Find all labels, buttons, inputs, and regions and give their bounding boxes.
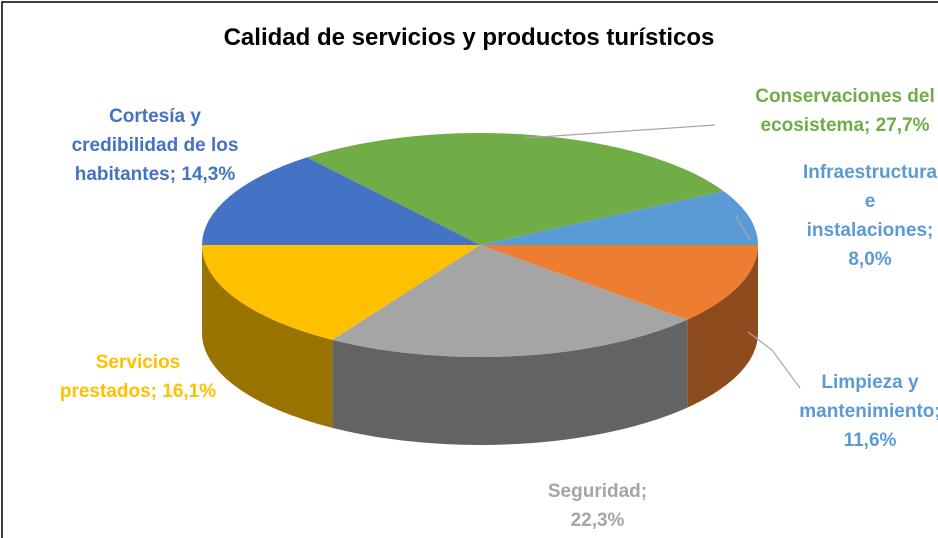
label-separator: ; — [169, 164, 177, 185]
pie-slice — [480, 245, 758, 320]
data-label: Servicios prestados; 16,1% — [50, 348, 226, 406]
data-label: Conservaciones del ecosistema; 27,7% — [750, 82, 938, 140]
label-separator: ; — [934, 401, 938, 422]
label-separator: ; — [927, 220, 934, 241]
data-label: Infraestructura e instalaciones; 8,0% — [800, 158, 938, 274]
data-label: Cortesía y credibilidad de los habitante… — [70, 102, 240, 189]
pie-side — [202, 245, 333, 428]
leader-line — [734, 214, 751, 241]
label-separator: ; — [864, 115, 871, 136]
label-category: Servicios prestados — [59, 352, 181, 402]
pie-side — [687, 245, 758, 408]
pie — [201, 133, 758, 445]
pie-slice — [480, 191, 758, 246]
label-category: Limpieza y mantenimiento — [799, 372, 935, 422]
leader-line — [524, 124, 716, 139]
label-value: 8,0% — [848, 249, 892, 270]
leader-line — [747, 331, 801, 389]
pie-slice — [306, 133, 724, 245]
chart-title: Calidad de servicios y productos turísti… — [223, 24, 715, 51]
label-category: Cortesía y credibilidad de los habitante… — [71, 106, 239, 185]
label-separator: ; — [640, 481, 648, 502]
label-value: 22,3% — [570, 510, 625, 531]
pie-slice — [201, 244, 480, 340]
label-category: Conservaciones del ecosistema — [755, 86, 935, 136]
label-separator: ; — [150, 381, 157, 402]
label-category: Seguridad — [547, 481, 641, 502]
label-value: 11,6% — [843, 430, 897, 451]
pie-slice — [332, 245, 688, 358]
pie-slice — [202, 157, 481, 245]
data-label: Limpieza y mantenimiento; 11,6% — [795, 368, 938, 455]
label-category: Infraestructura e instalaciones — [802, 162, 938, 241]
data-label: Seguridad; 22,3% — [520, 477, 675, 535]
label-value: 16,1% — [162, 381, 217, 402]
pie-side — [332, 319, 688, 445]
label-value: 27,7% — [875, 115, 930, 136]
label-value: 14,3% — [181, 164, 236, 185]
